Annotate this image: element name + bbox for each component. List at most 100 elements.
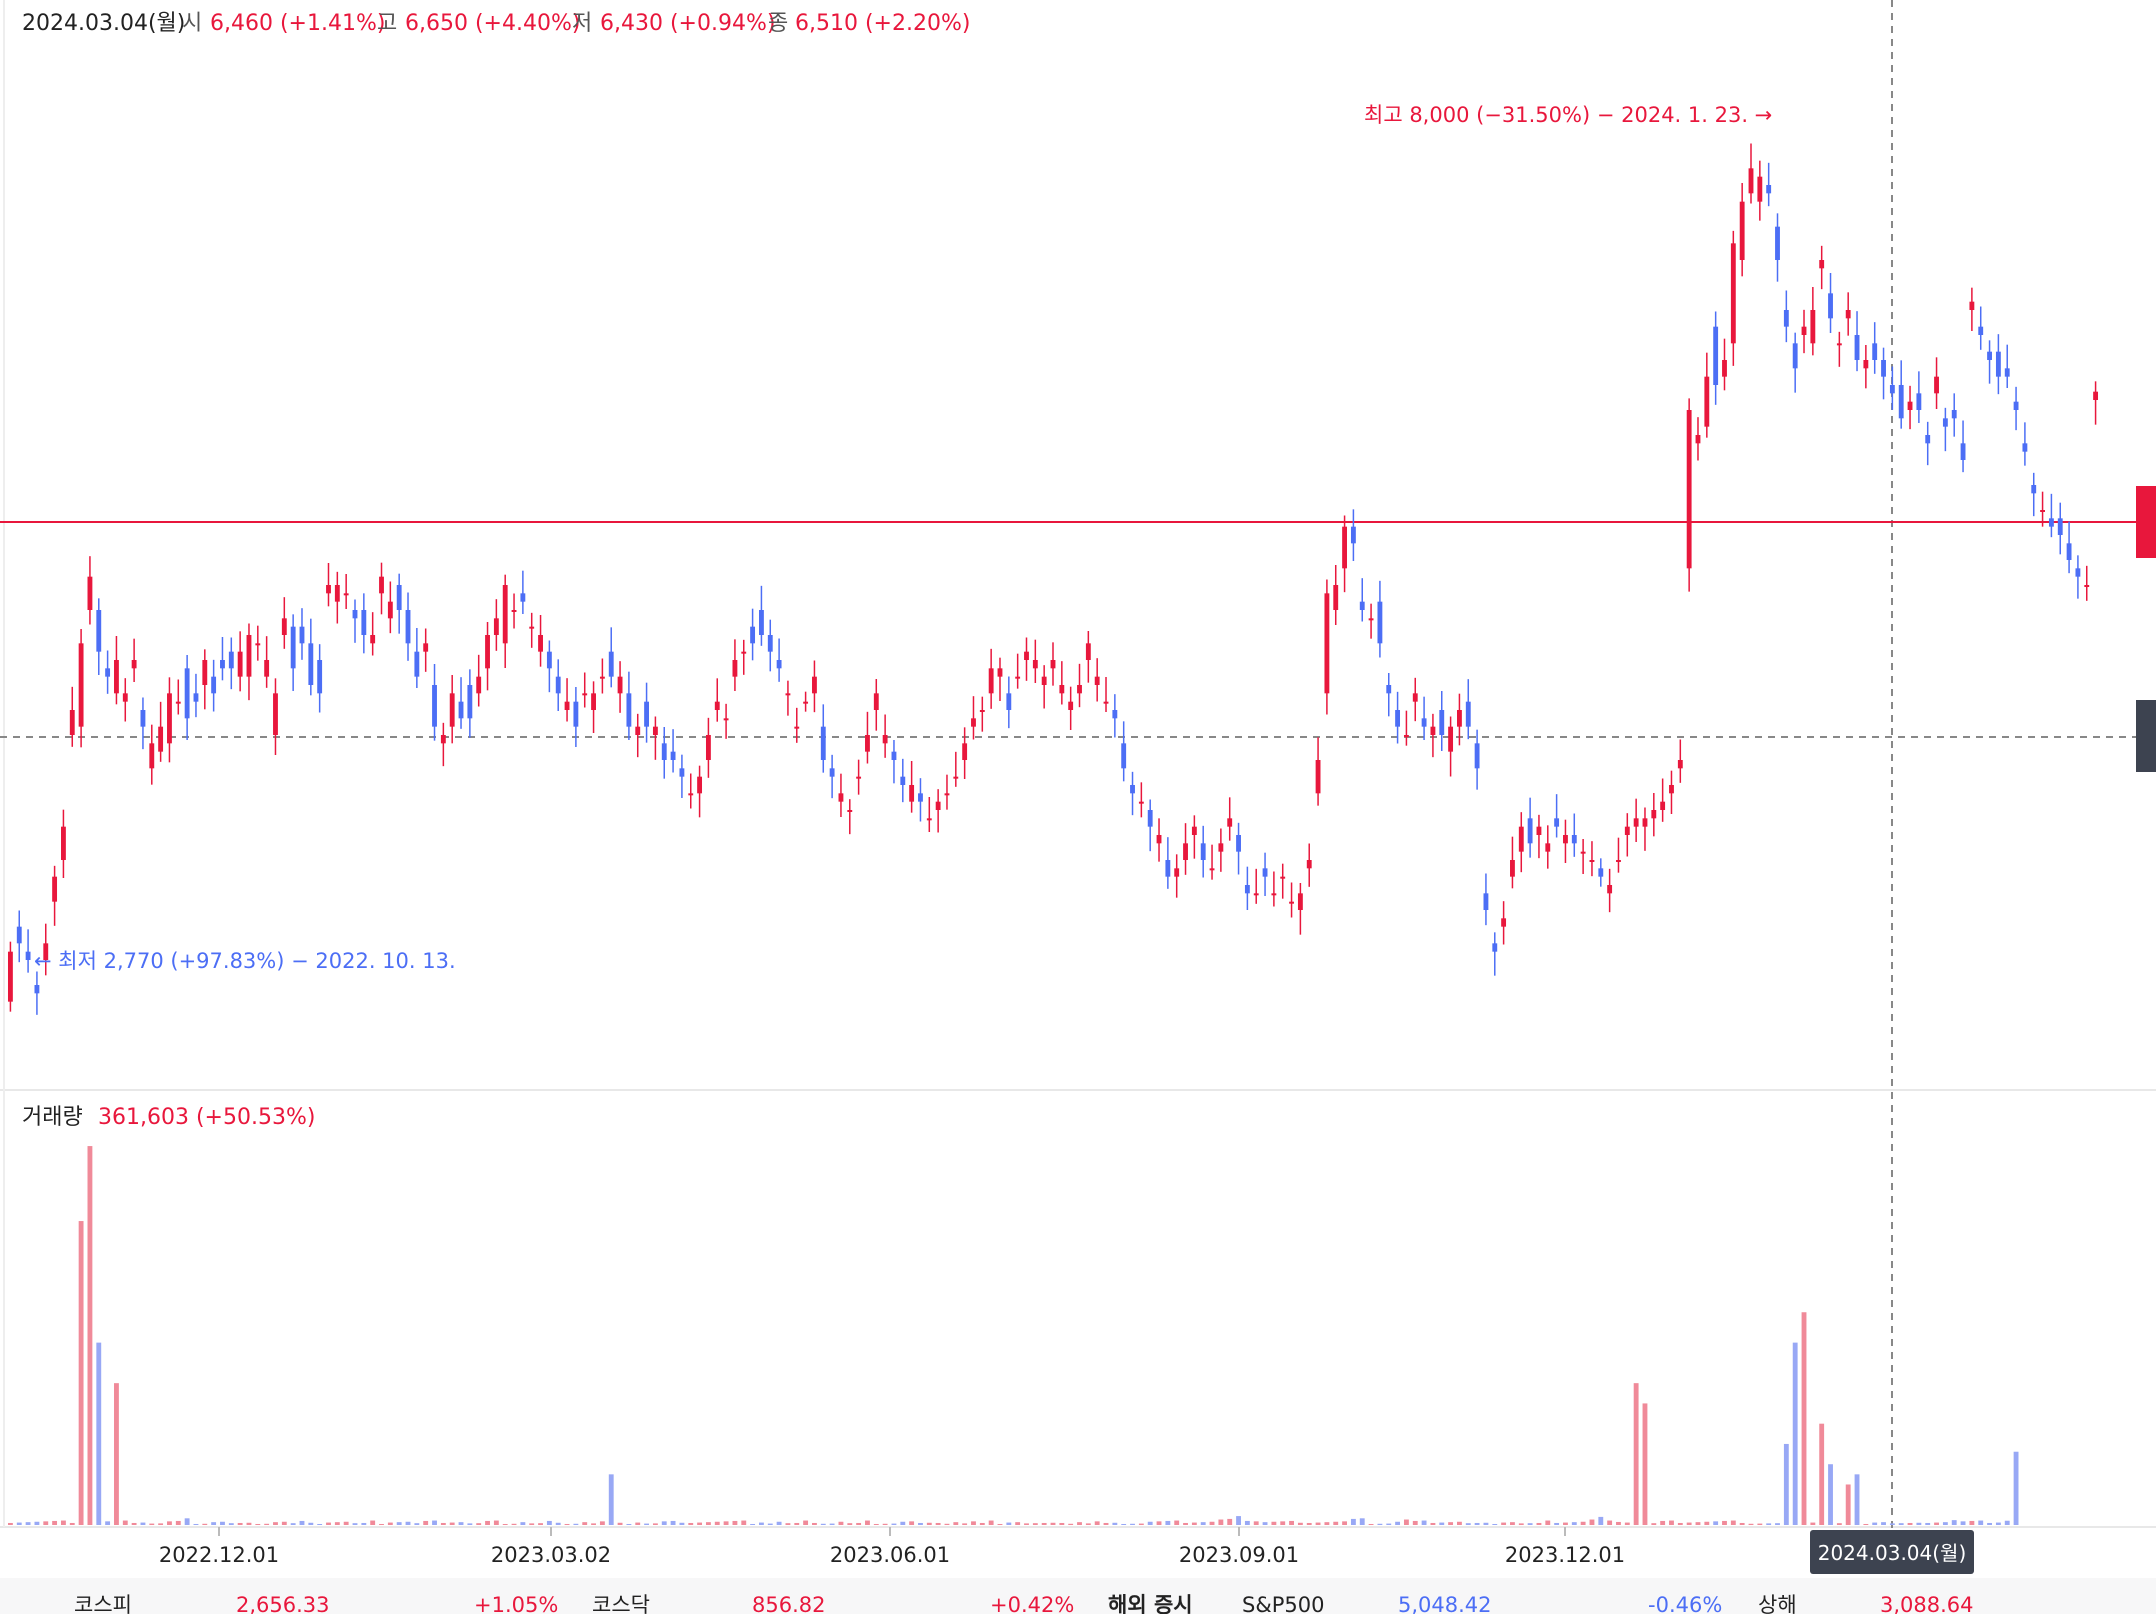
candle-body (909, 785, 915, 802)
ticker-value: 856.82 (752, 1593, 825, 1614)
volume-bar (175, 1520, 181, 1525)
volume-bars (7, 1146, 2019, 1525)
candle-body (670, 751, 676, 760)
volume-bar (493, 1520, 499, 1525)
candle-body (688, 793, 694, 796)
volume-bar (1068, 1523, 1074, 1525)
high-value: 6,650 (+4.40%) (405, 11, 580, 36)
volume-bar (1730, 1520, 1736, 1525)
volume-bar (1430, 1522, 1436, 1525)
volume-bar (1881, 1522, 1886, 1525)
volume-bar (1200, 1522, 1206, 1525)
volume-bar (449, 1522, 455, 1525)
ticker-item[interactable]: 상해 3,088.64 (1758, 1593, 1974, 1614)
price-candles (7, 143, 2099, 1015)
candle-body (467, 685, 473, 719)
volume-bar (131, 1522, 137, 1525)
volume-bar (705, 1522, 711, 1525)
volume-bar (1987, 1522, 1992, 1525)
volume-bar (485, 1520, 490, 1525)
volume-bar (741, 1520, 747, 1525)
open-value: 6,460 (+1.41%) (210, 11, 385, 36)
candle-body (149, 743, 155, 769)
candle-body (1598, 868, 1604, 877)
volume-bar (511, 1523, 517, 1525)
volume-bar (847, 1523, 853, 1525)
candle-body (432, 685, 437, 727)
volume-bar (1801, 1312, 1807, 1525)
candle-body (1563, 835, 1568, 844)
candle-body (803, 701, 809, 704)
candle-body (935, 801, 941, 810)
candle-body (87, 576, 93, 610)
volume-bar (856, 1522, 862, 1525)
ticker-item[interactable]: 해외 증시 (1108, 1593, 1193, 1614)
volume-bar (1403, 1519, 1409, 1525)
candle-body (326, 585, 331, 594)
candle-body (511, 610, 517, 612)
volume-bar (1024, 1523, 1029, 1525)
volume-bar (1130, 1523, 1135, 1525)
volume-bar (688, 1522, 694, 1525)
candle-body (1554, 818, 1560, 827)
candle-body (1465, 701, 1471, 727)
candle-body (1854, 335, 1860, 360)
candle-body (882, 735, 888, 744)
candle-body (1342, 526, 1347, 569)
candle-body (458, 701, 464, 719)
volume-bar (1342, 1521, 1347, 1525)
ticker-item[interactable]: 코스닥 856.82 +0.42% (592, 1593, 1074, 1614)
volume-bar (246, 1522, 252, 1525)
candle-body (1200, 843, 1206, 860)
candle-body (25, 951, 31, 960)
volume-bar (1766, 1523, 1772, 1525)
low-value: 6,430 (+0.94%) (600, 11, 775, 36)
volume-bar (1978, 1520, 1984, 1525)
candle-body (1271, 893, 1277, 896)
candle-body (1907, 401, 1913, 410)
x-tick-label: 2022.12.01 (159, 1543, 279, 1567)
volume-bar (317, 1523, 323, 1525)
candle-body (1501, 918, 1507, 927)
ticker-item[interactable]: S&P500 5,048.42 -0.46% (1242, 1593, 1722, 1614)
candle-body (750, 626, 756, 644)
volume-bar (555, 1522, 561, 1525)
volume-bar (1810, 1522, 1816, 1525)
volume-bar (1483, 1522, 1489, 1525)
candle-body (1704, 376, 1710, 427)
candle-body (1527, 818, 1533, 844)
candle-body (43, 943, 49, 960)
candle-body (971, 718, 976, 727)
volume-bar (25, 1522, 31, 1525)
candle-body (220, 660, 225, 669)
candle-body (1050, 660, 1056, 669)
volume-bar (865, 1520, 870, 1525)
candle-body (838, 793, 844, 802)
ticker-item[interactable]: 코스피 2,656.33 +1.05% (74, 1593, 558, 1614)
volume-bar (1863, 1523, 1869, 1525)
volume-bar (396, 1522, 402, 1525)
candle-body (1430, 726, 1436, 735)
candle-body (1262, 868, 1268, 877)
candle-body (705, 735, 711, 760)
volume-bar (1836, 1523, 1842, 1525)
candle-body (1386, 685, 1392, 694)
volume-bar (1324, 1522, 1330, 1525)
candle-body (370, 635, 376, 644)
candle-body (1121, 743, 1127, 769)
candle-body (1350, 526, 1356, 544)
candle-body (997, 668, 1003, 677)
candle-body (1297, 893, 1303, 910)
candle-body (1660, 801, 1666, 810)
volume-bar (1545, 1520, 1551, 1525)
candle-body (1571, 835, 1577, 844)
candle-body (2075, 568, 2081, 577)
candle-body (493, 618, 499, 635)
candle-body (299, 626, 305, 644)
volume-bar (1669, 1520, 1674, 1525)
candle-body (785, 693, 791, 696)
candle-body (944, 793, 950, 796)
candle-body (1253, 893, 1259, 896)
volume-bar (1465, 1523, 1471, 1525)
